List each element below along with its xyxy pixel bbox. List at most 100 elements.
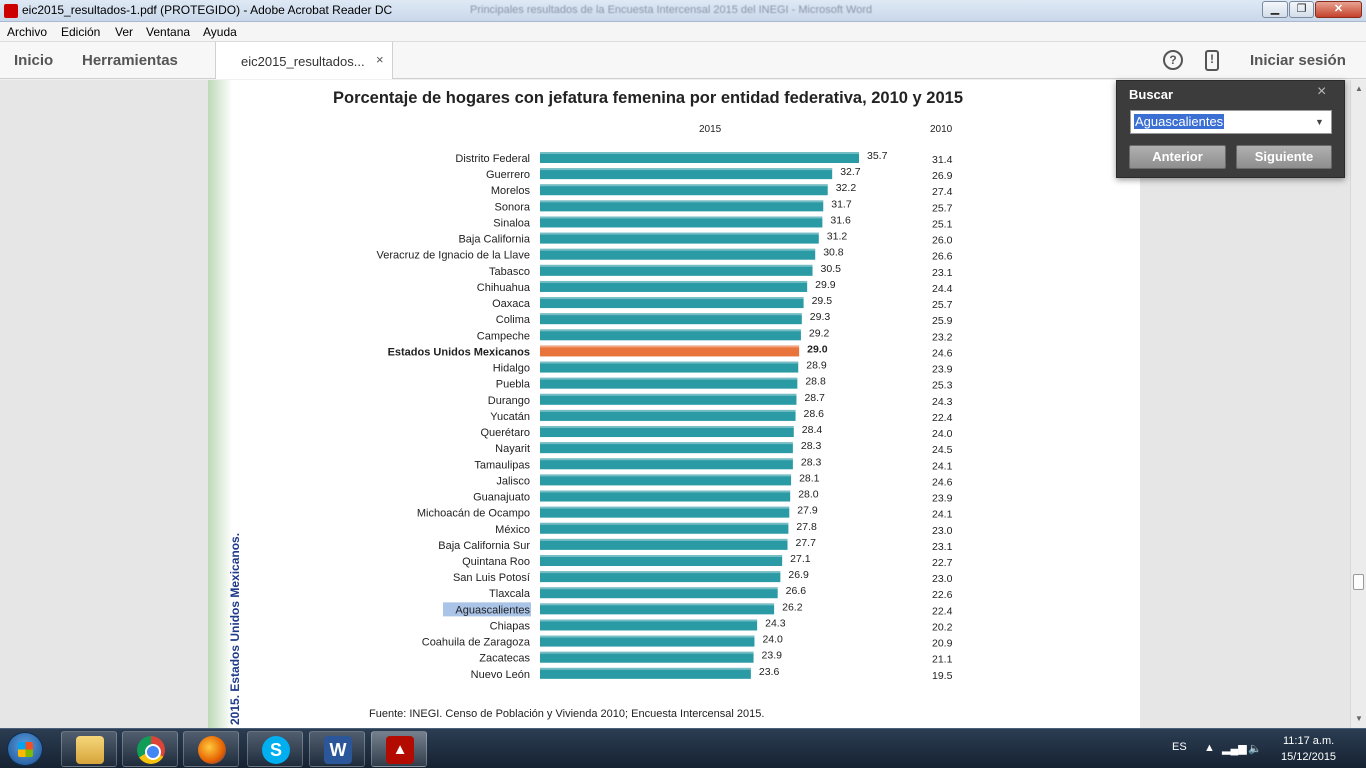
- chevron-down-icon[interactable]: ▼: [1315, 117, 1324, 127]
- value-2015-9: 29.5: [812, 295, 833, 307]
- value-2010-31: 21.1: [932, 654, 953, 666]
- bar-2015-19: [540, 458, 793, 470]
- bar-shine-17: [540, 426, 794, 429]
- help-icon[interactable]: ?: [1163, 50, 1183, 70]
- value-2015-5: 31.2: [827, 231, 848, 243]
- clock-time[interactable]: 11:17 a.m.: [1283, 735, 1335, 747]
- find-next-button[interactable]: Siguiente: [1236, 145, 1332, 169]
- value-2010-22: 24.1: [932, 509, 953, 521]
- start-button[interactable]: [7, 732, 43, 766]
- value-2010-27: 22.6: [932, 589, 953, 601]
- value-2010-20: 24.6: [932, 476, 953, 488]
- sign-in-button[interactable]: Iniciar sesión: [1250, 52, 1346, 69]
- menu-ver[interactable]: Ver: [115, 25, 134, 39]
- category-label-6: Veracruz de Ignacio de la Llave: [377, 250, 531, 262]
- scroll-thumb[interactable]: [1353, 574, 1364, 590]
- bar-shine-5: [540, 232, 819, 235]
- bar-shine-13: [540, 361, 799, 364]
- taskbar-explorer[interactable]: [61, 731, 117, 767]
- value-2015-31: 23.9: [762, 650, 783, 662]
- chart-title: Porcentaje de hogares con jefatura femen…: [333, 89, 963, 107]
- bar-2015-3: [540, 200, 824, 212]
- header-2010: 2010: [930, 124, 953, 135]
- value-2015-3: 31.7: [831, 198, 852, 210]
- show-hidden-icons-icon[interactable]: ▲: [1204, 742, 1215, 754]
- value-2015-4: 31.6: [830, 214, 851, 226]
- network-icon[interactable]: ▂▄▆: [1222, 743, 1247, 755]
- category-label-17: Querétaro: [480, 427, 530, 439]
- scroll-up-icon[interactable]: ▲: [1355, 84, 1363, 93]
- menu-archivo[interactable]: Archivo: [7, 25, 48, 39]
- value-2010-4: 25.1: [932, 218, 953, 230]
- value-2010-16: 22.4: [932, 412, 953, 424]
- taskbar: ES ▲ ▂▄▆ 🔈 11:17 a.m. 15/12/2015: [0, 728, 1366, 768]
- bar-2015-4: [540, 216, 823, 228]
- value-2015-29: 24.3: [765, 617, 786, 629]
- value-2015-26: 26.9: [788, 569, 809, 581]
- value-2010-3: 25.7: [932, 202, 953, 214]
- restore-icon: ❐: [1296, 3, 1307, 15]
- language-indicator[interactable]: ES: [1172, 741, 1187, 753]
- close-tab-icon[interactable]: ×: [376, 52, 384, 67]
- close-icon: ✕: [1333, 3, 1344, 15]
- find-query: Aguascalientes: [1134, 114, 1225, 129]
- minimize-button[interactable]: ▁: [1262, 1, 1288, 18]
- bar-2015-22: [540, 506, 790, 518]
- taskbar-firefox[interactable]: [183, 731, 239, 767]
- document-viewport[interactable]: 2015. Estados Unidos Mexicanos. Porcenta…: [0, 80, 1350, 728]
- taskbar-word[interactable]: [309, 731, 365, 767]
- bar-shine-7: [540, 264, 813, 267]
- category-label-0: Distrito Federal: [455, 153, 530, 165]
- bar-2015-27: [540, 587, 778, 599]
- category-label-7: Tabasco: [489, 266, 530, 278]
- vertical-scrollbar[interactable]: ▲ ▼: [1350, 80, 1366, 728]
- bar-shine-15: [540, 393, 797, 396]
- value-2015-0: 35.7: [867, 150, 888, 162]
- scroll-down-icon[interactable]: ▼: [1355, 714, 1363, 723]
- category-label-11: Campeche: [477, 330, 530, 342]
- bar-2015-5: [540, 232, 819, 244]
- document-tab[interactable]: eic2015_resultados... ×: [215, 42, 393, 79]
- tools-tab[interactable]: Herramientas: [82, 52, 178, 69]
- menu-edicion[interactable]: Edición: [61, 25, 101, 39]
- home-tab[interactable]: Inicio: [14, 52, 54, 69]
- bar-shine-30: [540, 635, 755, 638]
- value-2015-22: 27.9: [797, 505, 818, 517]
- mobile-link-icon[interactable]: [1205, 50, 1219, 71]
- taskbar-chrome[interactable]: [122, 731, 178, 767]
- menu-ventana[interactable]: Ventana: [146, 25, 191, 39]
- find-panel: Buscar × Aguascalientes ▼ Anterior Sigui…: [1116, 80, 1345, 178]
- value-2015-2: 32.2: [836, 182, 857, 194]
- menu-ayuda[interactable]: Ayuda: [203, 25, 237, 39]
- bar-shine-19: [540, 458, 793, 461]
- category-label-27: Tlaxcala: [489, 588, 531, 600]
- word-icon: [324, 736, 352, 764]
- value-2015-25: 27.1: [790, 553, 811, 565]
- value-2010-10: 25.9: [932, 315, 953, 327]
- skype-icon: [262, 736, 290, 764]
- pdf-page: 2015. Estados Unidos Mexicanos. Porcenta…: [208, 80, 1140, 728]
- volume-icon[interactable]: 🔈: [1248, 743, 1262, 755]
- value-2015-21: 28.0: [798, 489, 819, 501]
- category-label-32: Nuevo León: [471, 669, 530, 681]
- find-input[interactable]: Aguascalientes ▼: [1130, 110, 1332, 134]
- value-2015-32: 23.6: [759, 666, 780, 678]
- find-close-icon[interactable]: ×: [1317, 83, 1327, 100]
- bar-shine-27: [540, 587, 778, 590]
- taskbar-acrobat[interactable]: [371, 731, 427, 767]
- find-previous-button[interactable]: Anterior: [1129, 145, 1226, 169]
- value-2010-11: 23.2: [932, 331, 953, 343]
- bar-2015-10: [540, 313, 802, 325]
- taskbar-skype[interactable]: [247, 731, 303, 767]
- bar-2015-8: [540, 280, 808, 292]
- clock-date[interactable]: 15/12/2015: [1281, 751, 1337, 763]
- category-label-18: Nayarit: [495, 443, 530, 455]
- value-2010-7: 23.1: [932, 267, 953, 279]
- value-2010-25: 22.7: [932, 557, 953, 569]
- value-2015-20: 28.1: [799, 472, 820, 484]
- close-window-button[interactable]: ✕: [1315, 1, 1362, 18]
- value-2010-2: 27.4: [932, 186, 953, 198]
- bar-shine-29: [540, 619, 758, 622]
- value-2010-19: 24.1: [932, 460, 953, 472]
- maximize-button[interactable]: ❐: [1289, 1, 1314, 18]
